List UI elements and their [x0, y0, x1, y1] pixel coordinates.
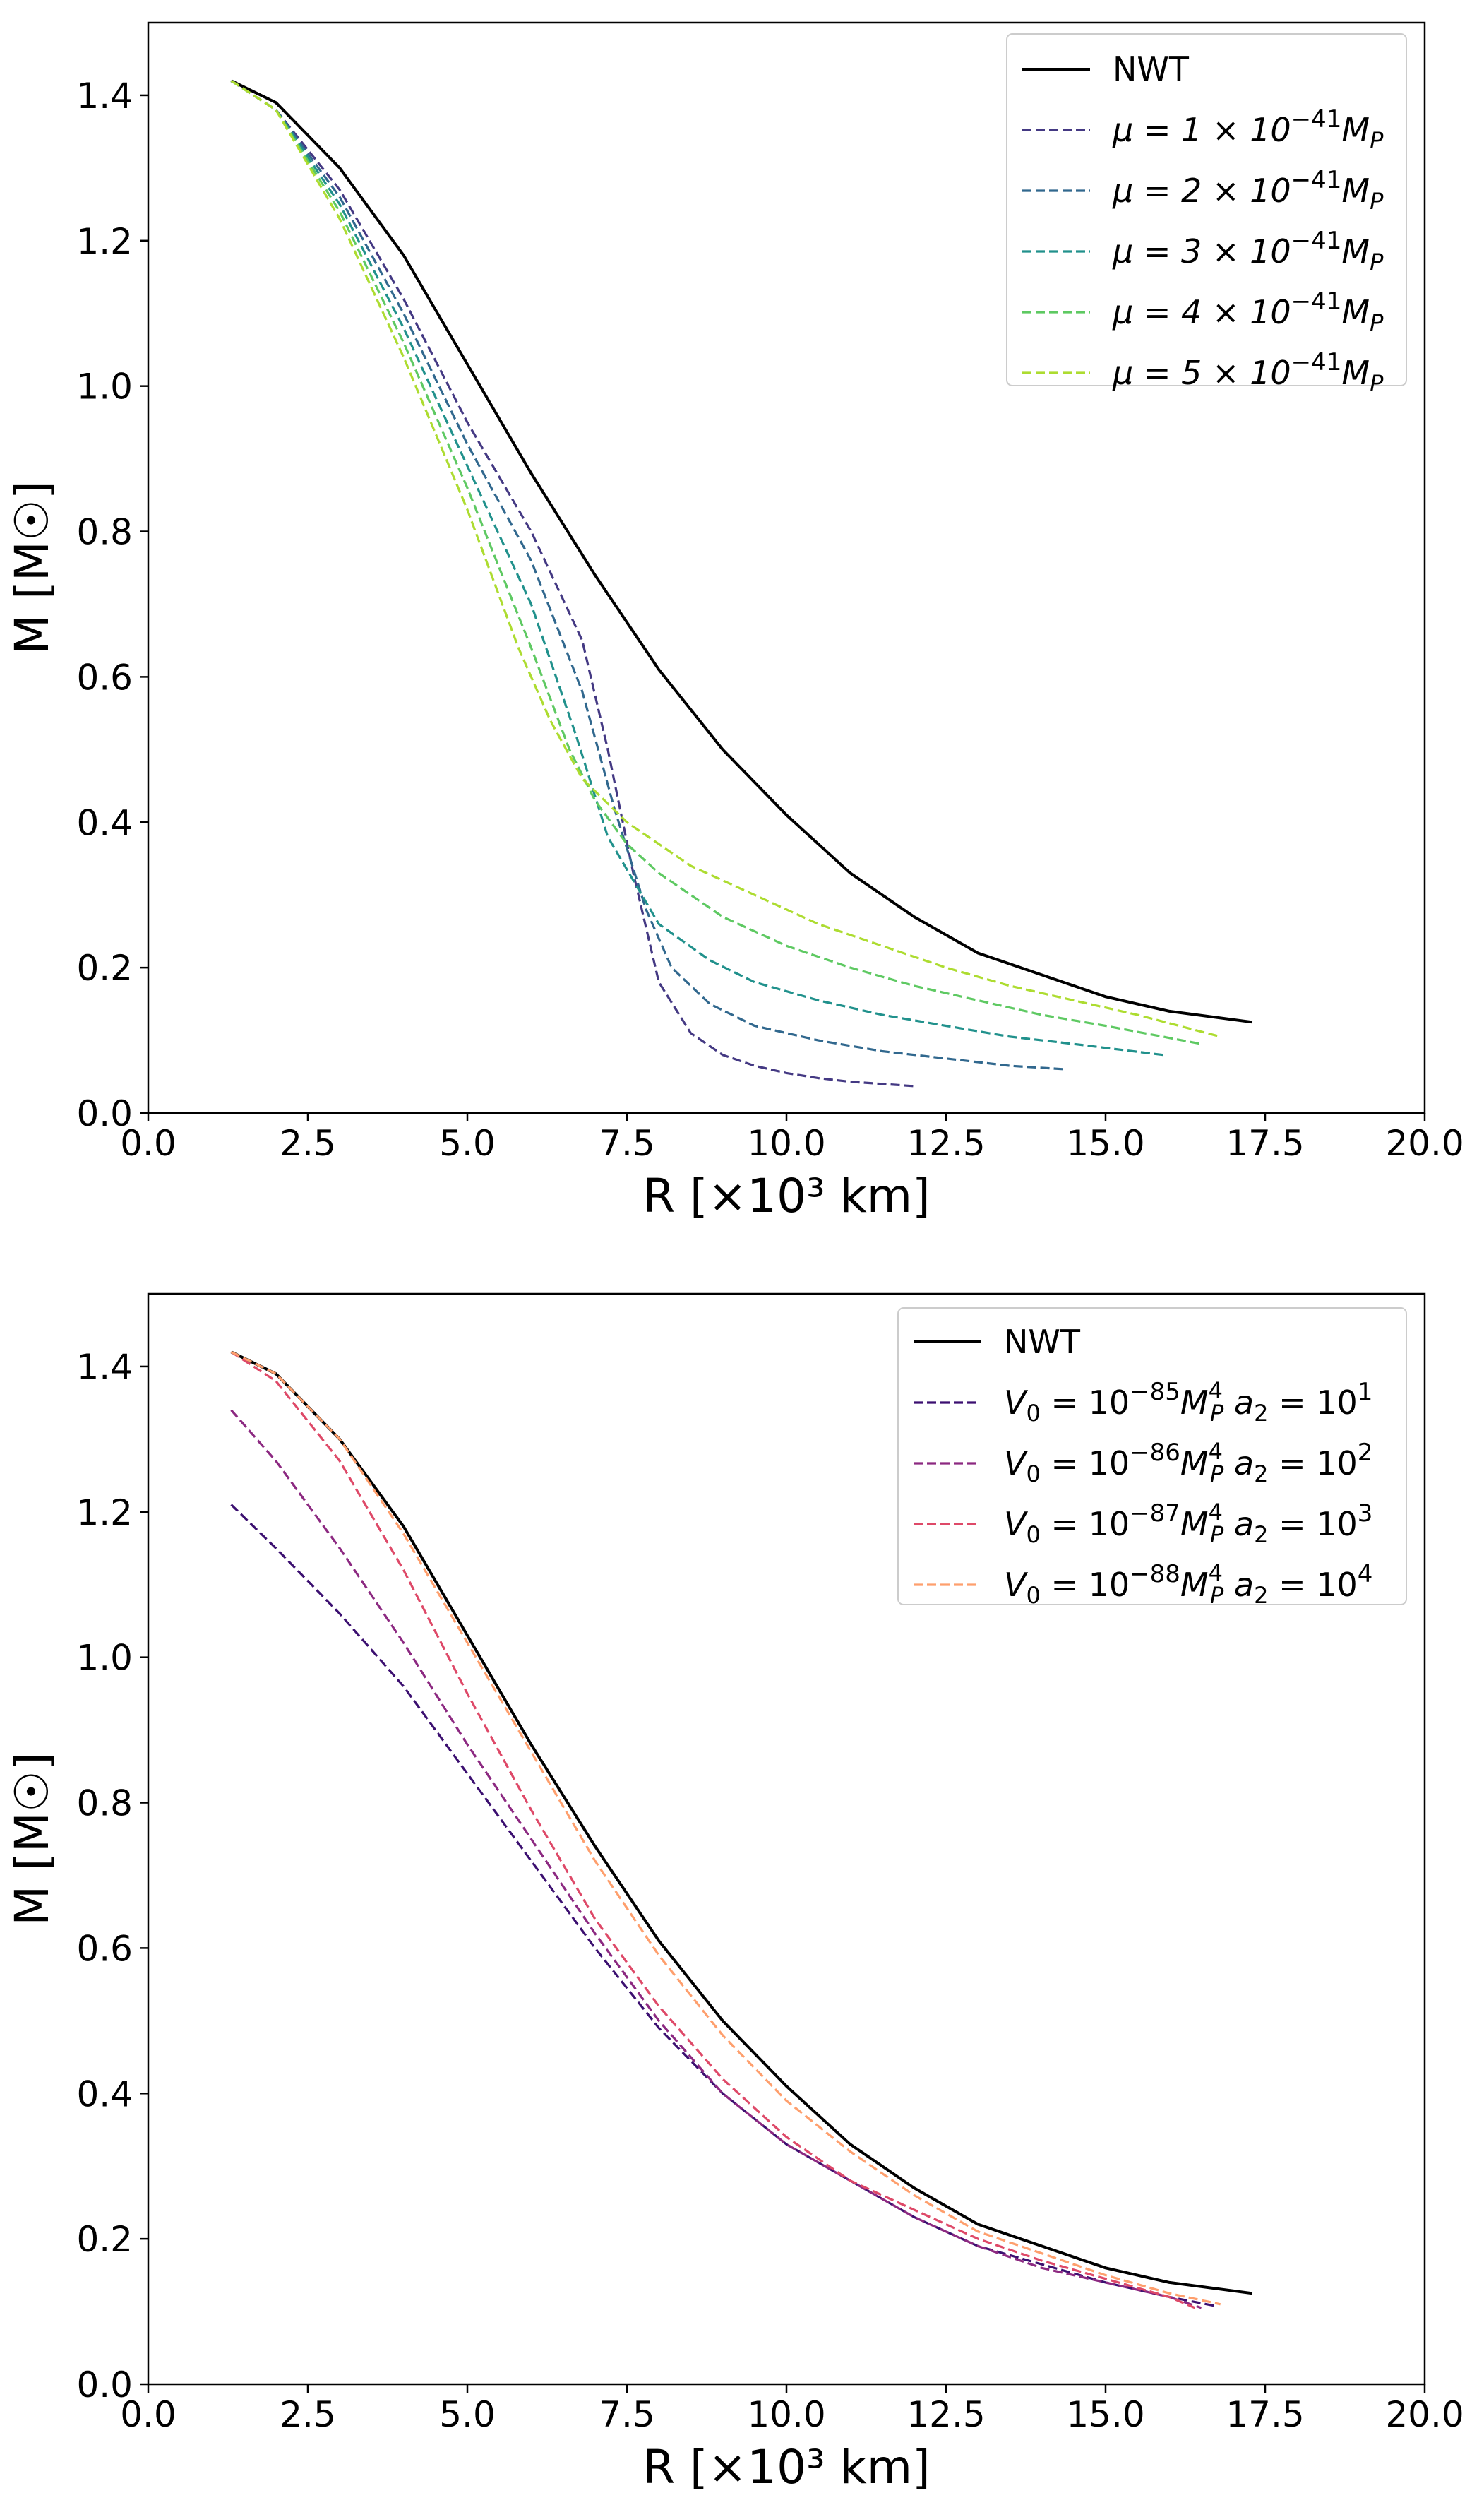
legend: NWT μ = 1 × 10−41MP μ = 2 × 10−41MP μ = 3 ×… [1006, 33, 1407, 397]
y-tick-label: 0.8 [76, 1783, 133, 1824]
legend-label-2: μ = 2 × 10−41MP [1112, 166, 1384, 215]
legend-label-4: μ = 4 × 10−41MP [1112, 287, 1384, 336]
y-tick-label: 0.6 [76, 1928, 133, 1969]
x-tick-label: 10.0 [747, 2394, 825, 2435]
legend-label-3: V0 = 10−87M4 P a2 = 103 [1004, 1499, 1372, 1548]
legend-box [897, 1307, 1407, 1605]
y-tick-label: 0.0 [76, 2364, 133, 2405]
y-tick-label: 0.4 [76, 802, 133, 843]
x-tick-label: 20.0 [1385, 1123, 1464, 1164]
y-axis-label: M [M☉] [5, 1752, 59, 1926]
x-tick-label: 0.0 [120, 2394, 176, 2435]
legend: NWT V0 = 10−85M4 P a2 = 101 V0 = 10−86M4 P a… [897, 1307, 1407, 1609]
x-tick-label: 5.0 [439, 2394, 496, 2435]
x-tick-label: 0.0 [120, 1123, 176, 1164]
x-tick-label: 7.5 [599, 1123, 655, 1164]
x-tick-label: 17.5 [1226, 2394, 1304, 2435]
series-line-1 [230, 1504, 1215, 2307]
legend-label-3: μ = 3 × 10−41MP [1112, 227, 1384, 275]
x-tick-label: 5.0 [439, 1123, 496, 1164]
legend-label-1: μ = 1 × 10−41MP [1112, 105, 1384, 154]
legend-label-5: μ = 5 × 10−41MP [1112, 348, 1384, 397]
plot-area [230, 79, 1253, 1088]
y-tick-label: 0.2 [76, 2219, 133, 2260]
x-tick-label: 12.5 [906, 1123, 985, 1164]
x-tick-label: 20.0 [1385, 2394, 1464, 2435]
top-panel: 0.0 2.5 5.0 7.5 10.0 12.5 15.0 17.5 20.0 0.0 0.2 0.… [5, 21, 1464, 1223]
series-line-1 [230, 79, 914, 1088]
legend-label-0: NWT [1113, 50, 1190, 88]
legend-label-0: NWT [1004, 1323, 1081, 1361]
plot-area [230, 1350, 1253, 2309]
y-tick-label: 0.2 [76, 948, 133, 989]
x-axis-label: R [×10³ km] [642, 1169, 931, 1223]
legend-box [1006, 33, 1407, 386]
series-line-4 [230, 1350, 1221, 2306]
x-tick-label: 15.0 [1066, 2394, 1144, 2435]
y-axis-label: M [M☉] [5, 481, 59, 655]
legend-label-4: V0 = 10−88M4 P a2 = 104 [1004, 1559, 1372, 1609]
y-tick-label: 1.2 [76, 1492, 133, 1533]
series-line-3 [230, 79, 1163, 1057]
y-tick-label: 1.0 [76, 1638, 133, 1679]
x-tick-label: 2.5 [280, 1123, 336, 1164]
series-line-0 [230, 79, 1253, 1024]
series-line-3 [230, 1350, 1196, 2309]
x-tick-label: 10.0 [747, 1123, 825, 1164]
y-tick-label: 1.4 [76, 1347, 133, 1388]
y-tick-label: 1.4 [76, 76, 133, 117]
x-tick-label: 17.5 [1226, 1123, 1304, 1164]
x-tick-label: 7.5 [599, 2394, 655, 2435]
y-tick-label: 0.6 [76, 657, 133, 698]
y-tick-label: 1.2 [76, 221, 133, 262]
series-line-2 [230, 79, 1067, 1071]
series-line-4 [230, 79, 1202, 1045]
y-tick-label: 0.4 [76, 2073, 133, 2114]
y-tick-label: 0.0 [76, 1093, 133, 1134]
legend-label-2: V0 = 10−86M4 P a2 = 102 [1004, 1438, 1372, 1487]
x-tick-label: 12.5 [906, 2394, 985, 2435]
y-tick-label: 1.0 [76, 367, 133, 407]
bottom-panel: 0.0 2.5 5.0 7.5 10.0 12.5 15.0 17.5 20.0 0.0 0.2 0.… [5, 1292, 1464, 2494]
series-line-5 [230, 79, 1221, 1038]
y-tick-label: 0.8 [76, 512, 133, 553]
x-axis-label: R [×10³ km] [642, 2440, 931, 2494]
x-tick-label: 2.5 [280, 2394, 336, 2435]
legend-label-1: V0 = 10−85M4 P a2 = 101 [1004, 1377, 1372, 1427]
series-line-0 [230, 1350, 1253, 2295]
x-tick-label: 15.0 [1066, 1123, 1144, 1164]
